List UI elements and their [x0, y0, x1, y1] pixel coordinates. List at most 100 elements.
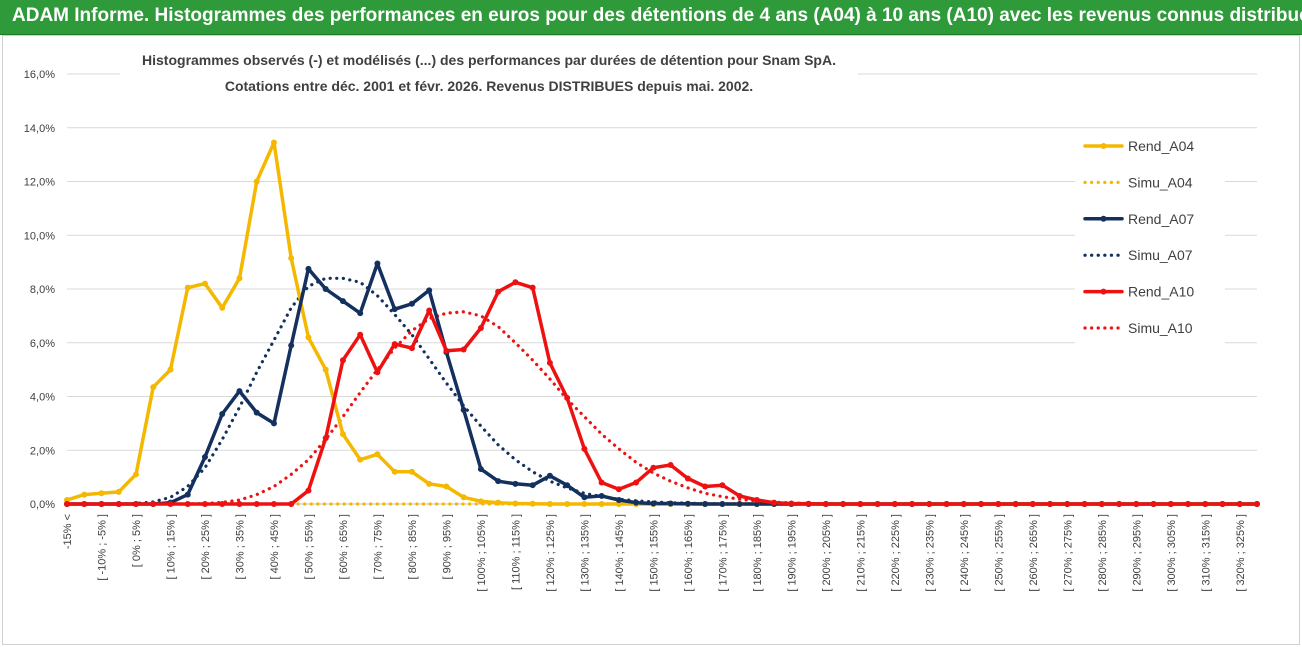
data-point-Rend_A07 — [357, 310, 364, 317]
data-point-Rend_A10 — [167, 501, 174, 507]
data-point-Rend_A07 — [546, 472, 553, 479]
data-point-Rend_A10 — [874, 501, 881, 507]
data-point-Rend_A04 — [219, 304, 226, 311]
data-point-Rend_A07 — [529, 482, 536, 489]
data-point-Rend_A04 — [253, 178, 260, 185]
data-point-Rend_A10 — [64, 501, 70, 507]
data-point-Rend_A10 — [788, 500, 795, 507]
y-tick-label: 2,0% — [30, 445, 55, 457]
x-tick-label: [ 300% ; 305% ] — [1166, 514, 1178, 592]
data-point-Rend_A10 — [702, 483, 709, 490]
y-tick-label: 10,0% — [24, 230, 55, 242]
data-point-Rend_A10 — [408, 345, 415, 352]
data-point-Rend_A04 — [443, 483, 450, 490]
data-point-Rend_A10 — [305, 487, 312, 494]
data-point-Rend_A10 — [943, 501, 950, 507]
x-tick-label: [ 30% ; 35% ] — [234, 514, 246, 579]
x-tick-label: [ 70% ; 75% ] — [372, 514, 384, 579]
y-tick-label: 16,0% — [24, 69, 55, 81]
data-point-Rend_A04 — [270, 139, 277, 146]
data-point-Rend_A07 — [684, 500, 691, 507]
data-point-Rend_A10 — [840, 501, 847, 507]
data-point-Rend_A10 — [1185, 501, 1192, 507]
data-point-Rend_A10 — [150, 501, 157, 507]
data-point-Rend_A10 — [960, 501, 967, 507]
data-point-Rend_A07 — [253, 409, 260, 416]
data-point-Rend_A10 — [581, 445, 588, 452]
data-point-Rend_A10 — [391, 341, 398, 348]
data-point-Rend_A10 — [1029, 501, 1036, 507]
y-tick-label: 0,0% — [30, 499, 55, 511]
x-tick-label: [ 270% ; 275% ] — [1062, 514, 1074, 592]
data-point-Rend_A07 — [201, 453, 208, 460]
data-point-Rend_A10 — [598, 479, 605, 486]
legend-label: Simu_A10 — [1128, 320, 1193, 336]
data-point-Rend_A10 — [822, 501, 829, 507]
data-point-Rend_A10 — [1098, 501, 1105, 507]
data-point-Rend_A10 — [236, 501, 243, 507]
data-point-Rend_A07 — [374, 260, 381, 267]
x-tick-label: [ 140% ; 145% ] — [614, 514, 626, 592]
data-point-Rend_A10 — [684, 475, 691, 482]
data-point-Rend_A10 — [115, 501, 122, 507]
data-point-Rend_A07 — [512, 480, 519, 487]
x-tick-label: [ 310% ; 315% ] — [1200, 514, 1212, 592]
x-tick-label: [ 320% ; 325% ] — [1235, 514, 1247, 592]
data-point-Rend_A10 — [132, 501, 139, 507]
legend-label: Simu_A07 — [1128, 247, 1193, 263]
data-point-Rend_A04 — [460, 494, 467, 501]
x-axis-ticks: -15% < [ -10% ; -5% ] [ 0% ; 5% ] [ 10% ; 1… — [62, 514, 1247, 592]
x-tick-label: [ 130% ; 135% ] — [579, 514, 591, 592]
x-tick-label: [ 10% ; 15% ] — [165, 514, 177, 579]
data-point-Rend_A04 — [408, 468, 415, 475]
data-point-Rend_A10 — [477, 324, 484, 331]
data-point-Rend_A07 — [581, 494, 588, 501]
data-point-Rend_A07 — [322, 286, 329, 292]
x-tick-label: [ 90% ; 95% ] — [441, 514, 453, 579]
data-point-Rend_A04 — [322, 366, 329, 373]
data-point-Rend_A10 — [1116, 501, 1123, 507]
legend-label: Rend_A04 — [1128, 138, 1194, 154]
data-point-Rend_A10 — [184, 501, 191, 507]
data-point-Rend_A07 — [667, 500, 674, 507]
x-tick-label: [ 0% ; 5% ] — [131, 514, 143, 567]
data-point-Rend_A04 — [546, 501, 553, 507]
data-point-Rend_A10 — [512, 279, 519, 286]
x-tick-label: [ 260% ; 265% ] — [1028, 514, 1040, 592]
data-point-Rend_A07 — [184, 491, 191, 498]
x-tick-label: -15% < — [62, 514, 74, 549]
data-point-Rend_A10 — [978, 501, 985, 507]
data-point-Rend_A10 — [650, 464, 657, 471]
data-point-Rend_A04 — [374, 451, 381, 458]
data-point-Rend_A04 — [477, 498, 484, 505]
data-point-Rend_A10 — [564, 394, 571, 401]
data-point-Rend_A10 — [736, 492, 743, 499]
x-tick-label: [ 40% ; 45% ] — [269, 514, 281, 579]
data-point-Rend_A07 — [633, 499, 640, 506]
legend-label: Simu_A04 — [1128, 174, 1193, 190]
data-point-Rend_A04 — [391, 468, 398, 475]
data-point-Rend_A07 — [219, 410, 226, 417]
x-tick-label: [ 230% ; 235% ] — [924, 514, 936, 592]
page-title: ADAM Informe. Histogrammes des performan… — [12, 5, 1302, 26]
x-tick-label: [ 180% ; 185% ] — [752, 514, 764, 592]
chart-title-line-1: Histogrammes observés (-) et modélisés (… — [142, 52, 836, 68]
x-tick-label: [ 220% ; 225% ] — [890, 514, 902, 592]
data-point-Rend_A10 — [339, 357, 346, 364]
data-point-Rend_A10 — [426, 307, 433, 314]
data-point-Rend_A10 — [1047, 501, 1054, 507]
data-point-Rend_A10 — [546, 359, 553, 366]
data-point-Rend_A10 — [81, 501, 88, 507]
data-point-Rend_A04 — [426, 480, 433, 487]
x-tick-label: [ 190% ; 195% ] — [786, 514, 798, 592]
data-point-Rend_A04 — [529, 500, 536, 507]
data-point-Rend_A07 — [495, 478, 502, 485]
legend-marker-Rend_A07 — [1100, 215, 1107, 222]
data-point-Rend_A10 — [201, 501, 208, 507]
data-point-Rend_A07 — [408, 300, 415, 307]
data-point-Rend_A10 — [667, 462, 674, 469]
legend-label: Rend_A07 — [1128, 211, 1194, 227]
x-tick-label: [ 20% ; 25% ] — [200, 514, 212, 579]
data-point-Rend_A04 — [305, 334, 312, 341]
